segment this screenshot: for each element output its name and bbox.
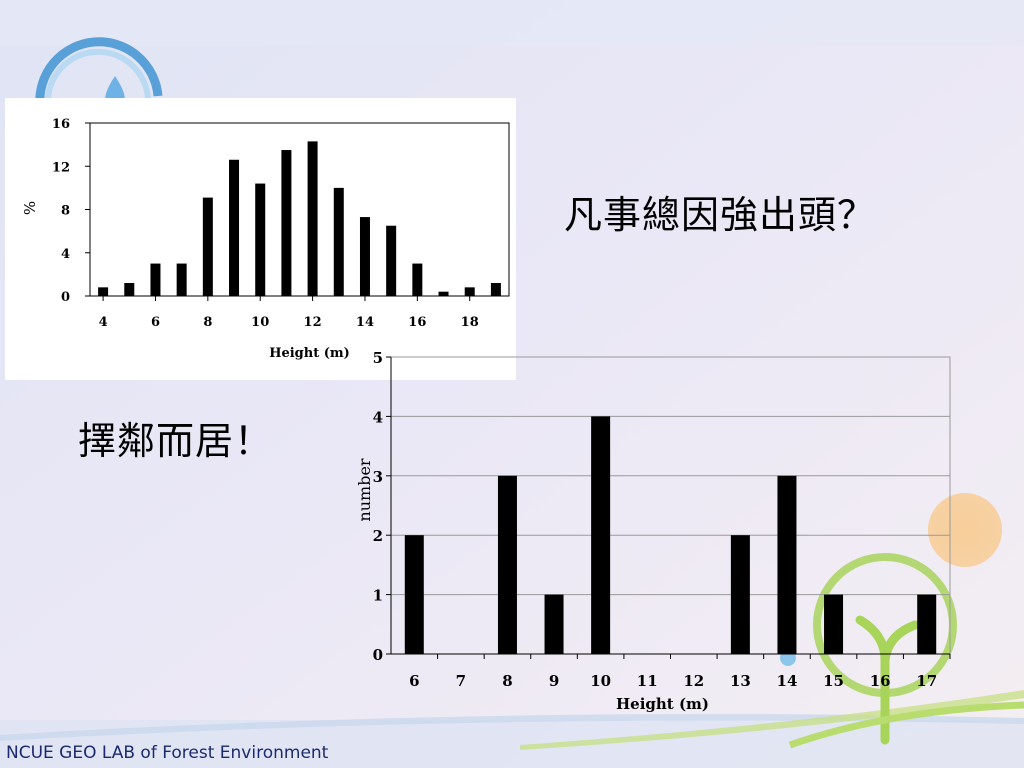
x-tick-label: 16: [870, 672, 891, 690]
y-tick-label: 4: [373, 408, 383, 426]
x-axis-label: Height (m): [616, 695, 709, 713]
x-tick-label: 12: [304, 315, 322, 330]
x-tick-label: 7: [456, 672, 466, 690]
bar: [281, 150, 292, 296]
x-tick-label: 13: [730, 672, 751, 690]
x-tick-label: 10: [590, 672, 611, 690]
bar: [824, 594, 844, 654]
bar: [730, 535, 750, 654]
bar: [497, 475, 517, 654]
bar: [333, 187, 344, 296]
bar: [307, 141, 318, 296]
bar: [544, 594, 564, 654]
caption-top: 凡事總因強出頭？: [564, 193, 877, 237]
y-tick-label: 0: [373, 646, 383, 664]
y-tick-label: 1: [373, 587, 383, 605]
y-tick-label: 16: [52, 117, 70, 132]
y-tick-label: 8: [61, 204, 70, 219]
bar: [464, 287, 475, 296]
y-axis-label: number: [355, 458, 374, 521]
bar: [150, 263, 161, 296]
bar: [438, 291, 449, 296]
caption-left: 擇鄰而居！: [78, 419, 274, 463]
y-tick-label: 4: [61, 247, 70, 262]
y-axis-label: %: [21, 201, 39, 215]
orange-circle-decoration: [928, 493, 1002, 567]
plot-frame: [390, 356, 951, 655]
y-tick-label: 2: [373, 527, 383, 545]
x-tick-label: 18: [461, 315, 479, 330]
x-axis-label: Height (m): [269, 346, 350, 361]
bar: [917, 594, 937, 654]
x-tick-label: 12: [683, 672, 704, 690]
chart-percent-histogram: 0 4 8 12 16 4 6 8 10 12 14 16 18 Height (m)%: [21, 117, 510, 361]
x-tick-label: 9: [549, 672, 559, 690]
bar: [412, 263, 423, 296]
water-drop-logo-icon: [35, 37, 163, 106]
bar: [490, 283, 501, 296]
x-tick-label: 6: [151, 315, 160, 330]
x-tick-label: 8: [203, 315, 212, 330]
bar: [359, 217, 370, 296]
x-tick-label: 4: [99, 315, 108, 330]
bar: [591, 416, 611, 654]
x-tick-label: 16: [408, 315, 426, 330]
y-tick-label: 0: [61, 290, 70, 305]
x-tick-label: 6: [409, 672, 419, 690]
y-tick-label: 12: [52, 160, 70, 175]
bar: [777, 475, 797, 654]
x-tick-label: 11: [637, 672, 658, 690]
x-tick-label: 10: [251, 315, 269, 330]
y-tick-label: 3: [373, 468, 383, 486]
x-tick-label: 17: [916, 672, 937, 690]
x-tick-label: 15: [823, 672, 844, 690]
y-tick-label: 5: [373, 349, 383, 367]
x-tick-label: 14: [356, 315, 374, 330]
chart-percent-panel: 0 4 8 12 16 4 6 8 10 12 14 16 18 Height (m)%: [5, 98, 516, 380]
bar: [404, 535, 424, 654]
bar: [229, 159, 240, 296]
bar: [386, 225, 397, 296]
bar: [202, 197, 213, 296]
footer-lab-name: NCUE GEO LAB of Forest Environment: [6, 743, 329, 763]
bar: [98, 287, 109, 296]
bar: [124, 283, 135, 296]
bar: [255, 183, 266, 296]
x-tick-label: 8: [502, 672, 512, 690]
bar: [176, 263, 187, 296]
x-tick-label: 14: [777, 672, 798, 690]
